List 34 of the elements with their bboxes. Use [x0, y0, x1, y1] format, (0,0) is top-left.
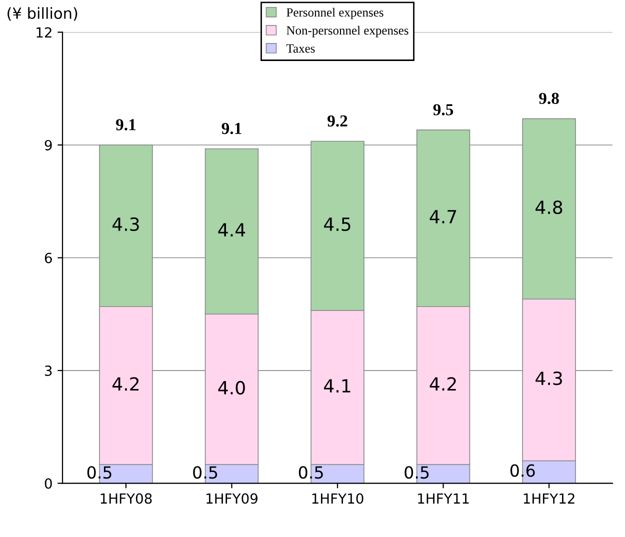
data-label: 0.5: [404, 466, 429, 479]
total-label: 9.2: [328, 115, 348, 127]
data-label: 4.2: [112, 377, 139, 391]
data-label: 4.1: [324, 379, 350, 392]
data-label: 4.2: [430, 377, 456, 391]
data-label: 4.8: [536, 200, 562, 214]
x-tick-label: 1HFY09: [206, 493, 258, 504]
data-label: 4.0: [218, 380, 245, 395]
total-label: 9.1: [222, 122, 242, 134]
y-tick-label: 12: [36, 27, 52, 38]
y-tick-label: 9: [44, 140, 52, 150]
data-label: 0.6: [510, 464, 535, 477]
y-tick-label: 6: [44, 252, 52, 264]
data-label: 4.3: [536, 372, 562, 386]
data-label: 4.5: [324, 218, 350, 232]
total-label: 9.1: [116, 119, 136, 130]
data-label: 4.4: [218, 223, 246, 236]
legend-label: Personnel expenses: [286, 8, 384, 20]
x-tick-label: 1HFY08: [100, 493, 152, 504]
total-label: 9.5: [433, 104, 454, 116]
x-tick-label: 1HFY12: [524, 493, 574, 504]
x-tick-label: 1HFY11: [418, 493, 469, 504]
y-tick-label: 0: [44, 478, 52, 489]
legend-label: Non-personnel expenses: [286, 26, 408, 38]
data-label: 4.7: [430, 210, 456, 224]
data-label: 4.3: [112, 217, 139, 232]
data-label: 0.5: [193, 466, 218, 479]
y-axis-title: (¥ billion): [8, 7, 78, 21]
data-label: 0.5: [87, 466, 112, 479]
data-label: 0.5: [298, 466, 323, 479]
y-tick-label: 3: [45, 366, 52, 376]
legend-label: Taxes: [286, 44, 315, 53]
x-tick-label: 1HFY10: [312, 493, 364, 504]
total-label: 9.8: [539, 92, 559, 104]
